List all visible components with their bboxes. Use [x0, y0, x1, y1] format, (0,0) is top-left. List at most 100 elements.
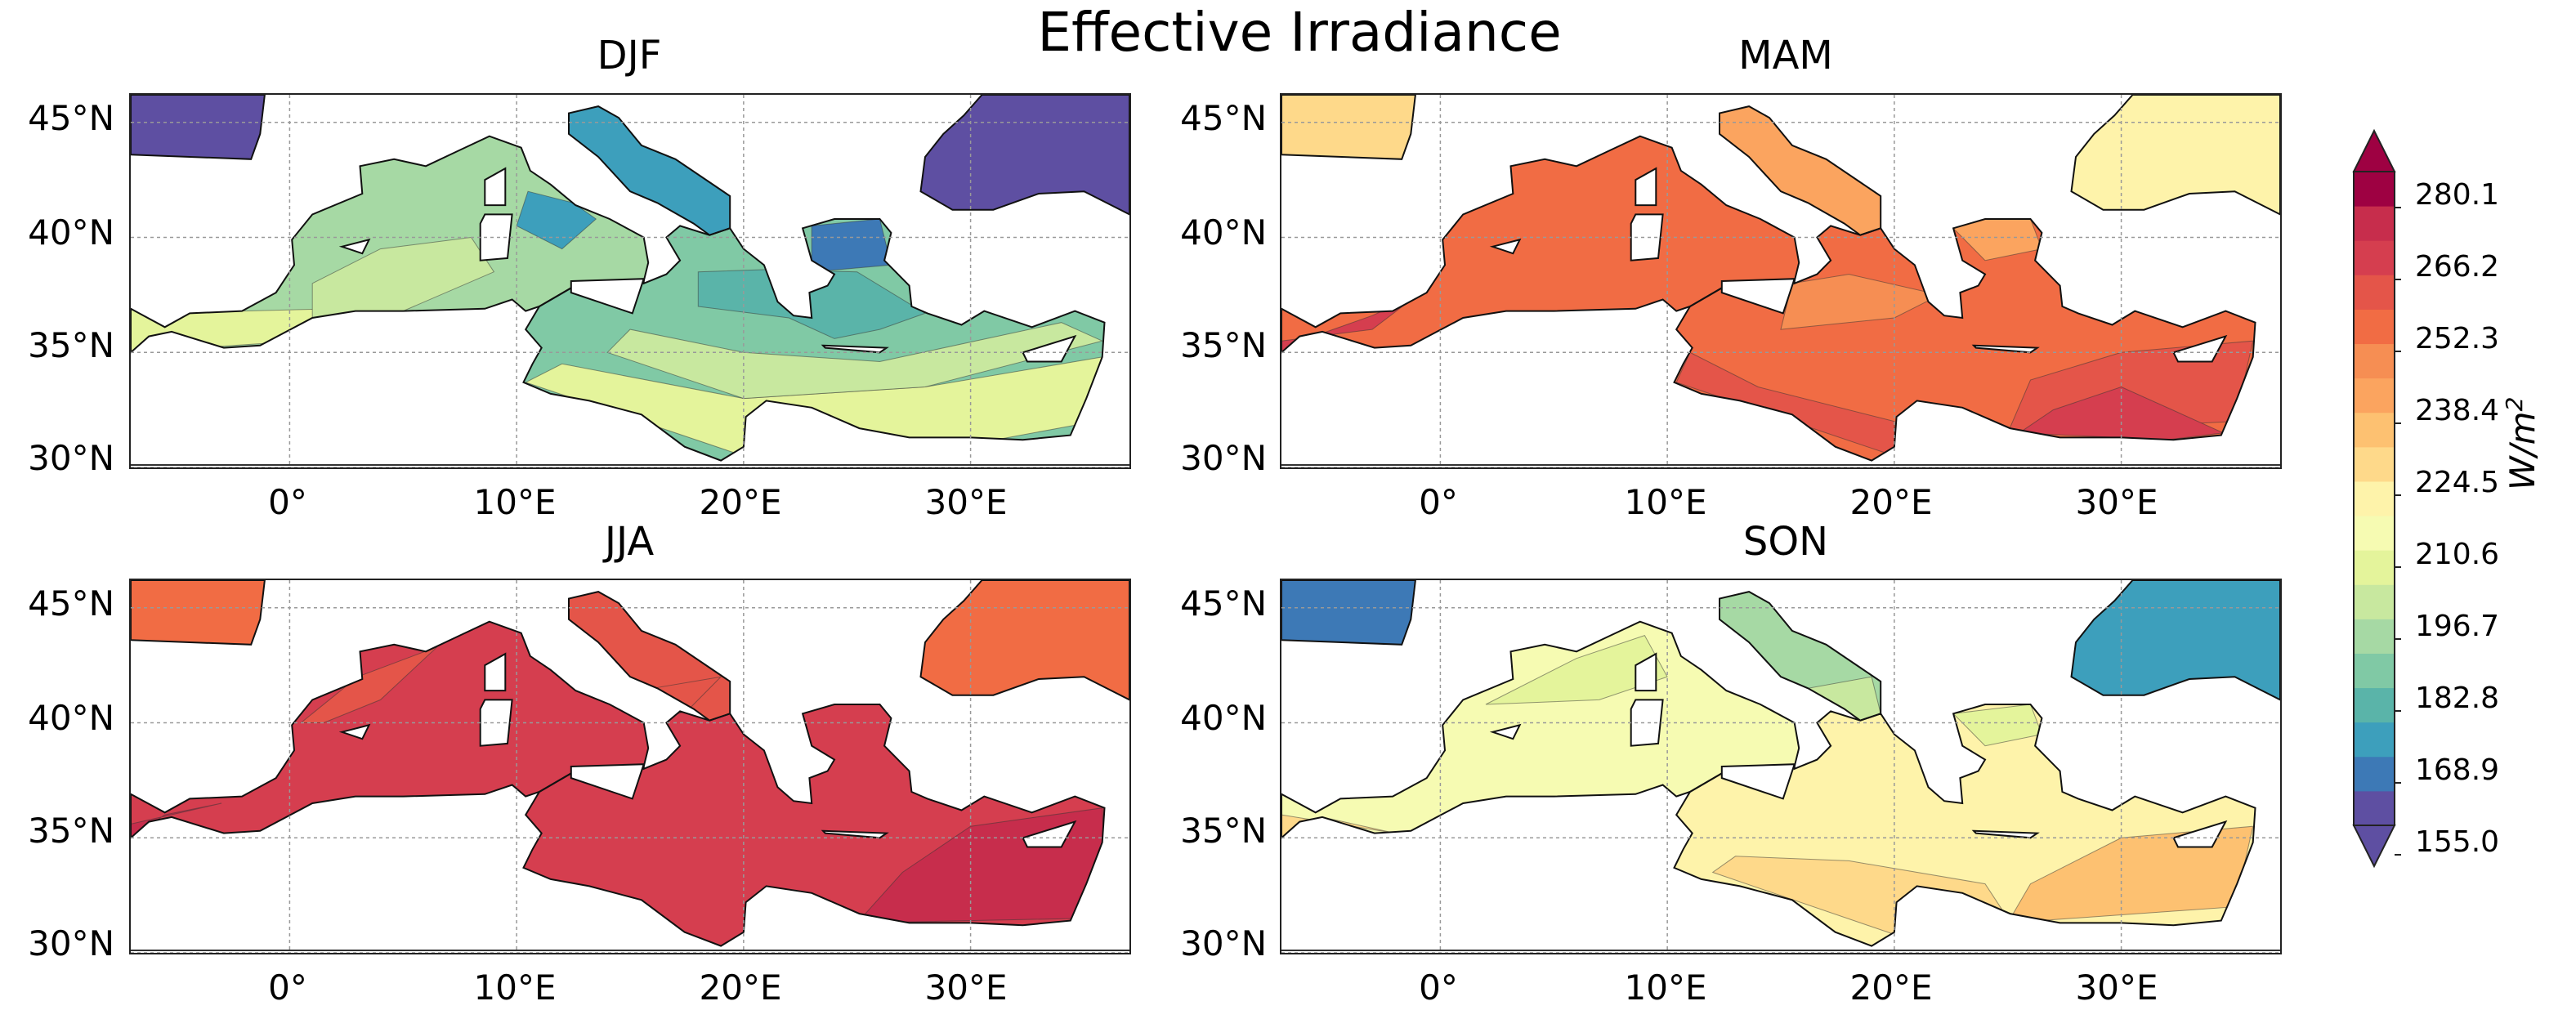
colorbar-segment	[2354, 584, 2395, 619]
lat-tick-label: 30°N	[1180, 438, 1267, 478]
lon-tick-label: 30°E	[2075, 968, 2158, 1008]
colorbar-extend-max	[2352, 128, 2396, 172]
map-panel-djf	[129, 93, 1131, 469]
figure-title: Effective Irradiance	[1037, 1, 1562, 64]
colorbar-tick-label: 280.1	[2415, 178, 2500, 212]
colorbar-tick-label: 210.6	[2415, 538, 2500, 571]
lon-tick-label: 10°E	[1624, 482, 1707, 522]
coastline	[131, 620, 650, 839]
lat-tick-label: 40°N	[28, 698, 114, 738]
coastline	[131, 580, 266, 646]
sea-region-black-sea	[2071, 580, 2280, 700]
lat-tick-label: 30°N	[1180, 923, 1267, 963]
sea-region-western-med	[131, 136, 649, 353]
coastline	[131, 95, 266, 160]
sea-region-black-sea	[920, 95, 1129, 215]
map-svg-son	[1281, 580, 2280, 953]
lat-tick-label: 35°N	[28, 325, 114, 365]
coastline	[1281, 95, 1416, 160]
colorbar	[2352, 128, 2401, 869]
colorbar-segment	[2354, 687, 2395, 723]
lat-tick-label: 40°N	[1180, 212, 1267, 253]
colorbar-segment	[2354, 619, 2395, 654]
contour-band	[2006, 825, 2254, 923]
lat-tick-label: 45°N	[1180, 98, 1267, 138]
map-svg-djf	[131, 95, 1129, 467]
contour-bands	[1281, 218, 2254, 457]
lon-tick-label: 0°	[268, 968, 307, 1008]
island	[821, 344, 889, 354]
coastline	[568, 591, 731, 722]
lat-tick-label: 40°N	[1180, 698, 1267, 738]
coastline	[2070, 580, 2280, 701]
colorbar-segment	[2354, 722, 2395, 758]
sea-region-western-med	[131, 621, 649, 838]
island	[2172, 334, 2228, 363]
island	[338, 238, 371, 255]
colorbar-tick-label: 266.2	[2415, 250, 2500, 284]
units-text: W/m	[2502, 411, 2542, 490]
coastline	[1719, 591, 1882, 722]
contour-band	[131, 308, 404, 353]
island	[570, 763, 646, 800]
island	[338, 723, 371, 740]
island	[1022, 820, 1077, 848]
island	[570, 278, 646, 315]
contour-band	[606, 322, 1104, 400]
map-panel-mam	[1280, 93, 2282, 469]
island	[1489, 723, 1522, 740]
lon-tick-label: 0°	[1419, 968, 1458, 1008]
lat-tick-label: 40°N	[28, 212, 114, 253]
coastline	[1719, 105, 1882, 236]
island	[479, 213, 513, 261]
island	[1022, 334, 1077, 363]
coastline	[1281, 580, 1416, 646]
colorbar-segment	[2354, 446, 2395, 482]
coastline	[1281, 620, 1800, 839]
coastline	[2070, 95, 2280, 216]
colorbar-tick-label: 252.3	[2415, 322, 2500, 355]
colorbar-extend-min	[2352, 825, 2396, 869]
lon-tick-label: 20°E	[1849, 482, 1933, 522]
lat-tick-label: 35°N	[1180, 325, 1267, 365]
map-svg-jja	[131, 580, 1129, 953]
panel-title-jja: JJA	[604, 519, 655, 565]
lon-tick-label: 30°E	[924, 968, 1008, 1008]
map-svg-mam	[1281, 95, 2280, 467]
island	[1635, 652, 1657, 692]
contour-band	[811, 218, 892, 273]
island	[484, 652, 507, 692]
colorbar-tick-label: 238.4	[2415, 394, 2500, 427]
island	[479, 699, 513, 747]
lon-tick-label: 10°E	[1624, 968, 1707, 1008]
lon-tick-label: 30°E	[924, 482, 1008, 522]
sea-region-adriatic	[1720, 106, 1881, 235]
colorbar-segment	[2354, 412, 2395, 448]
coastline	[1281, 135, 1800, 354]
island	[1635, 167, 1657, 207]
lon-tick-label: 10°E	[473, 968, 557, 1008]
sea-region-atlantic	[131, 580, 265, 645]
colorbar-frame	[2353, 171, 2395, 826]
lat-tick-label: 45°N	[28, 98, 114, 138]
colorbar-segment	[2354, 756, 2395, 792]
colorbar-segment	[2354, 378, 2395, 413]
sea-region-atlantic	[131, 95, 265, 159]
colorbar-segment	[2354, 275, 2395, 310]
coastline	[522, 218, 1106, 462]
colorbar-segment	[2354, 343, 2395, 379]
colorbar-tick-label: 196.7	[2415, 610, 2500, 643]
sea-region-western-med	[1281, 621, 1800, 838]
island	[2172, 820, 2228, 848]
sea-region-western-med	[1281, 136, 1800, 353]
lon-tick-label: 20°E	[1849, 968, 1933, 1008]
map-panel-son	[1280, 579, 2282, 954]
lon-tick-label: 0°	[268, 482, 307, 522]
lat-tick-label: 30°N	[28, 438, 114, 478]
panel-title-son: SON	[1742, 519, 1829, 565]
colorbar-segment	[2354, 240, 2395, 275]
sea-region-atlantic	[1281, 95, 1415, 159]
island	[1630, 213, 1664, 261]
coastline	[522, 704, 1106, 947]
coastline	[1673, 218, 2256, 462]
